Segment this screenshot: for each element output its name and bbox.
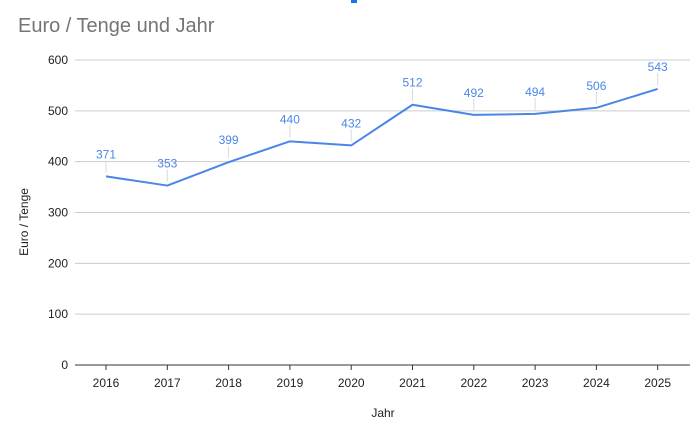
x-tick-label: 2016 xyxy=(93,376,120,390)
x-tick-label: 2017 xyxy=(154,376,181,390)
x-tick-label: 2023 xyxy=(522,376,549,390)
data-label: 440 xyxy=(280,112,300,126)
data-label: 494 xyxy=(525,85,545,99)
y-tick-label: 500 xyxy=(48,104,68,118)
x-tick-label: 2025 xyxy=(644,376,671,390)
y-tick-label: 0 xyxy=(61,358,68,372)
y-axis-title: Euro / Tenge xyxy=(17,188,31,256)
data-label: 543 xyxy=(648,60,668,74)
data-label: 512 xyxy=(402,76,422,90)
chart-title: Euro / Tenge und Jahr xyxy=(18,15,215,37)
x-tick-label: 2022 xyxy=(460,376,487,390)
data-label: 506 xyxy=(586,79,606,93)
y-tick-label: 100 xyxy=(48,307,68,321)
x-tick-label: 2018 xyxy=(215,376,242,390)
data-label: 353 xyxy=(157,157,177,171)
x-tick-label: 2019 xyxy=(277,376,304,390)
gridlines xyxy=(75,59,690,315)
series-line-group xyxy=(105,88,658,187)
y-axis-ticks: 0 100 200 300 400 500 600 xyxy=(48,53,68,372)
series-line xyxy=(105,88,658,187)
data-label: 371 xyxy=(96,147,116,161)
y-tick-label: 200 xyxy=(48,256,68,270)
top-accent-mark xyxy=(351,0,357,3)
x-tick-label: 2024 xyxy=(583,376,610,390)
x-tick-label: 2020 xyxy=(338,376,365,390)
x-tick-label: 2021 xyxy=(399,376,426,390)
x-axis: 2016 2017 2018 2019 2020 2021 2022 2023 2024 2025 xyxy=(75,364,690,390)
y-tick-label: 400 xyxy=(48,155,68,169)
data-label: 492 xyxy=(464,86,484,100)
data-labels: 371 353 399 440 432 512 492 494 506 543 xyxy=(96,60,668,182)
x-axis-title: Jahr xyxy=(371,406,394,420)
data-label: 399 xyxy=(219,133,239,147)
data-label: 432 xyxy=(341,116,361,130)
y-tick-label: 300 xyxy=(48,206,68,220)
y-tick-label: 600 xyxy=(48,53,68,67)
